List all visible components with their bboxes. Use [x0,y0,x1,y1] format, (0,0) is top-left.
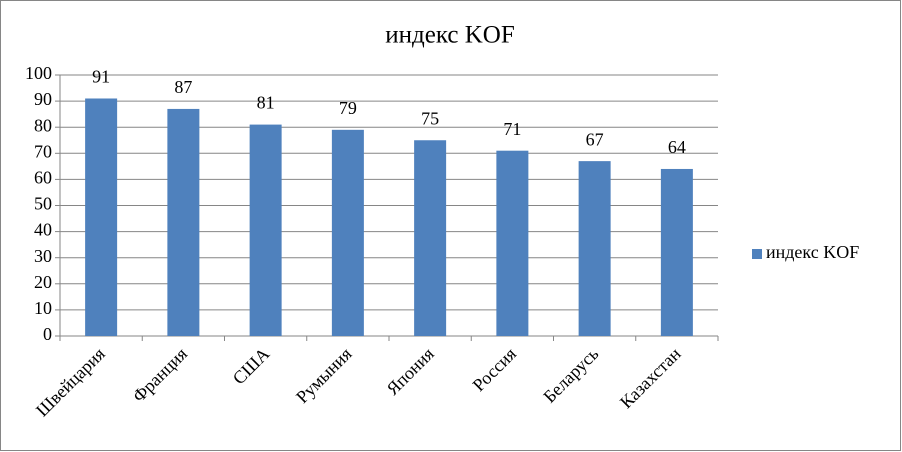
y-tick-label: 40 [34,220,52,240]
y-tick-label: 90 [34,89,52,109]
data-label: 91 [92,67,110,87]
data-label: 67 [586,129,604,149]
data-label: 64 [668,137,686,157]
data-label: 71 [503,119,521,139]
bar [85,98,118,337]
chart-title: индекс KOF [385,22,514,49]
y-tick-label: 60 [34,168,52,188]
y-tick-label: 100 [25,63,52,83]
bar [578,161,611,336]
y-tick-label: 70 [34,141,52,161]
bar [414,140,447,336]
data-label: 87 [174,77,192,97]
y-tick-label: 30 [34,246,52,266]
y-tick-label: 80 [34,115,52,135]
bar [496,150,529,336]
legend-label: индекс KOF [766,242,859,262]
bar [167,108,200,337]
y-tick-label: 50 [34,194,52,214]
data-label: 81 [257,93,275,113]
legend-swatch [752,249,762,259]
data-label: 75 [421,108,439,128]
bar [249,124,282,336]
y-tick-label: 0 [43,324,52,344]
bar [660,168,693,336]
data-label: 79 [339,98,357,118]
y-tick-label: 10 [34,298,52,318]
bar [331,129,364,336]
y-tick-label: 20 [34,272,52,292]
